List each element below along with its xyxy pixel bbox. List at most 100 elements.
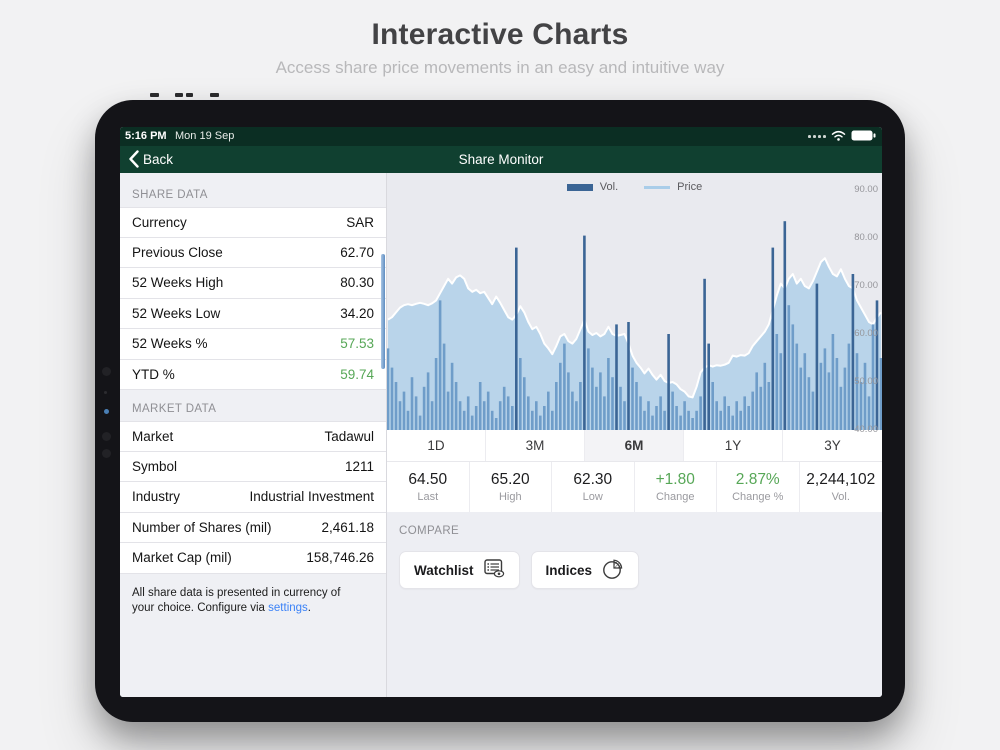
nav-title: Share Monitor	[458, 152, 544, 167]
volume-bar	[839, 386, 843, 430]
range-tab-6m[interactable]: 6M	[585, 430, 684, 461]
volume-bar	[855, 353, 859, 430]
share-data-table: Currency SAR Previous Close 62.70 52 Weeks H…	[120, 207, 386, 390]
volume-bar	[539, 415, 542, 430]
y-axis-tick: 80.00	[854, 232, 878, 243]
volume-bar	[607, 358, 610, 430]
price-line-series	[387, 257, 882, 399]
row-label: Market Cap (mil)	[132, 550, 232, 566]
volume-bar	[651, 415, 654, 430]
volume-bar	[563, 343, 566, 430]
table-row: Market Cap (mil) 158,746.26	[120, 543, 386, 574]
back-button[interactable]: Back	[128, 150, 173, 168]
table-row: Number of Shares (mil) 2,461.18	[120, 512, 386, 543]
chart-legend: Vol. Price	[387, 181, 882, 193]
row-label: Currency	[132, 214, 187, 230]
table-row: Symbol 1211	[120, 451, 386, 482]
volume-bar	[635, 382, 638, 430]
status-date: Mon 19 Sep	[175, 130, 235, 142]
volume-bar	[474, 406, 478, 430]
volume-bar	[747, 406, 750, 430]
volume-bar	[406, 410, 410, 430]
volume-bar	[583, 235, 586, 430]
volume-bar	[727, 406, 730, 430]
volume-bar	[543, 406, 546, 430]
volume-bar	[498, 401, 502, 430]
range-tab-3y[interactable]: 3Y	[824, 438, 841, 453]
bezel-camera-dot	[102, 367, 111, 376]
volume-bar	[799, 367, 803, 430]
volume-bar	[795, 343, 799, 430]
volume-bar	[603, 396, 606, 430]
volume-bar	[422, 386, 426, 430]
stat-label: Change	[655, 491, 695, 503]
volume-bar	[863, 362, 867, 430]
volume-bar	[663, 410, 666, 430]
volume-bar	[655, 406, 658, 430]
app-screen: 5:16 PM Mon 19 Sep	[120, 127, 882, 697]
footnote-period: .	[307, 602, 311, 615]
stat-value: +1.80	[655, 471, 695, 488]
legend-vol: Vol.	[566, 181, 618, 193]
volume-bar	[575, 401, 578, 430]
volume-bar	[731, 415, 734, 430]
volume-bar	[667, 334, 670, 430]
table-row: Currency SAR	[120, 207, 386, 238]
stat-vol-: 2,244,102 Vol.	[800, 462, 883, 512]
volume-bar	[490, 410, 494, 430]
volume-bar	[851, 274, 855, 430]
watchlist-button[interactable]: Watchlist	[399, 551, 520, 589]
price-volume-chart[interactable]: Vol. Price 90.00 80.00 70.00 60.00 50.00 40.0…	[387, 173, 882, 435]
stat-label: Last	[417, 491, 439, 503]
volume-bar	[567, 372, 570, 430]
volume-bar	[735, 401, 738, 430]
volume-bar	[527, 396, 530, 430]
volume-bar	[679, 415, 682, 430]
volume-bar	[535, 401, 538, 430]
stat-change: +1.80 Change	[635, 462, 717, 512]
row-value: 59.74	[340, 366, 374, 382]
pie-chart-icon	[602, 558, 624, 583]
volume-bar	[402, 391, 406, 430]
volume-bar	[515, 247, 518, 430]
volume-bar	[466, 396, 470, 430]
volume-bar	[551, 410, 554, 430]
volume-bar	[691, 418, 694, 430]
indices-button[interactable]: Indices	[530, 551, 640, 589]
hidden-text-fragment	[175, 93, 183, 97]
volume-bar	[827, 372, 831, 430]
status-bar: 5:16 PM Mon 19 Sep	[120, 127, 882, 146]
share-data-header: SHARE DATA	[132, 189, 208, 201]
volume-bar	[699, 396, 702, 430]
stat-last: 64.50 Last	[387, 462, 470, 512]
volume-bar	[711, 382, 714, 430]
range-tab-1d[interactable]: 1D	[387, 430, 486, 461]
volume-bar	[787, 305, 791, 430]
volume-bar	[426, 372, 430, 430]
settings-link[interactable]: settings	[268, 602, 308, 615]
page-subtitle: Access share price movements in an easy …	[275, 58, 725, 77]
volume-bar	[398, 401, 402, 430]
stat-label: Low	[582, 491, 603, 503]
share-data-panel: SHARE DATA Currency SAR Previous Close 62.7…	[120, 173, 387, 697]
scrollbar[interactable]	[381, 254, 385, 369]
page-title: Interactive Charts	[371, 18, 629, 51]
row-value: 80.30	[340, 275, 374, 291]
y-axis-tick: 70.00	[854, 280, 878, 291]
range-tab-1y[interactable]: 1Y	[684, 430, 783, 461]
range-tab-3m[interactable]: 3M	[486, 430, 585, 461]
y-axis-tick: 40.00	[854, 424, 878, 435]
volume-bar	[599, 372, 602, 430]
volume-bar	[687, 410, 690, 430]
volume-bar	[615, 324, 618, 430]
stat-label: Vol.	[831, 491, 850, 503]
stat-low: 62.30 Low	[552, 462, 635, 512]
volume-bar	[743, 396, 746, 430]
volume-bar	[647, 401, 650, 430]
volume-bar	[547, 391, 550, 430]
market-data-table: Market Tadawul Symbol 1211 Industry Industria…	[120, 421, 386, 574]
volume-bar	[879, 358, 882, 430]
price-area-series	[388, 258, 881, 430]
row-value: Industrial Investment	[249, 489, 374, 505]
volume-bar	[831, 334, 835, 430]
